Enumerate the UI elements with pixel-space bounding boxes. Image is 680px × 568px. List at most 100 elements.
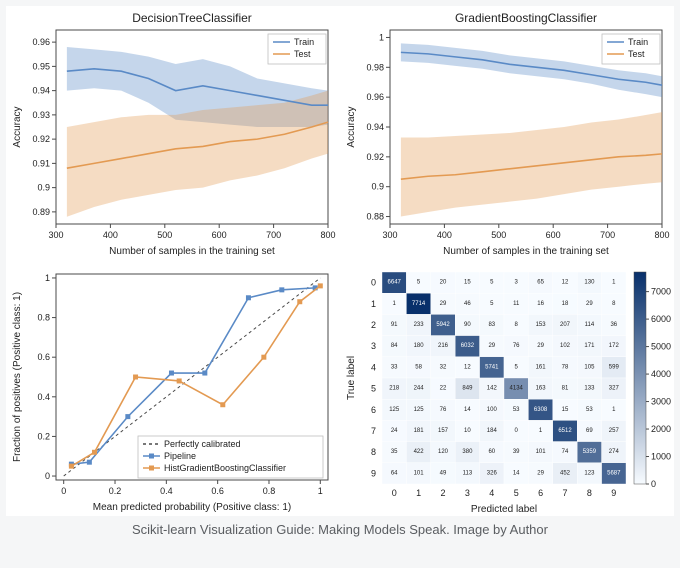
svg-text:120: 120 [438,449,449,455]
svg-text:123: 123 [584,470,595,476]
svg-text:500: 500 [157,230,172,240]
svg-text:4: 4 [489,488,494,498]
svg-text:300: 300 [382,230,397,240]
svg-text:600: 600 [546,230,561,240]
svg-text:181: 181 [414,428,425,434]
svg-text:Accuracy: Accuracy [346,106,357,147]
svg-text:1: 1 [379,32,384,42]
svg-text:DecisionTreeClassifier: DecisionTreeClassifier [132,11,252,25]
svg-text:0.96: 0.96 [366,92,384,102]
svg-text:35: 35 [391,449,398,455]
svg-text:74: 74 [562,449,569,455]
svg-text:0.93: 0.93 [32,110,50,120]
svg-text:0.2: 0.2 [37,431,50,441]
panel-gradient-boosting: 3004005006007008000.880.90.920.940.960.9… [342,8,672,260]
svg-text:Mean predicted probability (Po: Mean predicted probability (Positive cla… [93,502,291,513]
svg-text:216: 216 [438,343,449,349]
svg-text:Train: Train [628,37,648,47]
svg-text:Fraction of positives (Positiv: Fraction of positives (Positive class: 1… [12,292,23,462]
svg-text:29: 29 [537,343,544,349]
svg-text:207: 207 [560,322,571,328]
svg-text:800: 800 [654,230,669,240]
svg-text:0.92: 0.92 [366,152,384,162]
svg-text:6647: 6647 [388,280,402,286]
svg-text:9: 9 [371,468,376,478]
panel-calibration: 00.20.40.60.8100.20.40.60.81Mean predict… [8,264,338,516]
svg-text:Perfectly calibrated: Perfectly calibrated [164,439,241,449]
svg-text:0.6: 0.6 [211,486,224,496]
svg-text:20: 20 [440,280,447,286]
svg-text:64: 64 [391,470,398,476]
svg-text:125: 125 [389,407,400,413]
svg-text:90: 90 [464,322,471,328]
svg-text:29: 29 [586,301,593,307]
svg-text:0.6: 0.6 [37,352,50,362]
svg-text:10: 10 [464,428,471,434]
svg-text:0.95: 0.95 [32,61,50,71]
svg-text:78: 78 [562,364,569,370]
svg-text:114: 114 [585,322,595,328]
svg-text:180: 180 [414,343,425,349]
svg-text:6: 6 [371,405,376,415]
svg-text:12: 12 [562,280,569,286]
svg-text:0.94: 0.94 [32,86,50,96]
svg-text:Number of samples in the train: Number of samples in the training set [443,246,609,257]
svg-text:1000: 1000 [651,452,671,462]
svg-text:HistGradientBoostingClassifier: HistGradientBoostingClassifier [164,463,286,473]
svg-text:157: 157 [438,428,449,434]
svg-text:0.8: 0.8 [37,313,50,323]
svg-text:274: 274 [609,449,620,455]
svg-text:105: 105 [584,364,595,370]
svg-text:12: 12 [464,364,471,370]
svg-text:6308: 6308 [534,407,548,413]
svg-text:8: 8 [371,447,376,457]
svg-text:0: 0 [651,479,656,489]
svg-text:65: 65 [537,280,544,286]
svg-text:24: 24 [391,428,398,434]
svg-text:0.4: 0.4 [160,486,173,496]
svg-text:5: 5 [514,488,519,498]
svg-text:22: 22 [440,386,447,392]
svg-text:32: 32 [440,364,447,370]
svg-text:7000: 7000 [651,287,671,297]
svg-text:84: 84 [391,343,398,349]
svg-text:100: 100 [487,407,498,413]
svg-text:133: 133 [584,386,595,392]
svg-text:0: 0 [61,486,66,496]
svg-text:300: 300 [48,230,63,240]
svg-text:700: 700 [266,230,281,240]
svg-text:14: 14 [464,407,471,413]
svg-text:4134: 4134 [510,386,524,392]
svg-text:257: 257 [609,428,620,434]
svg-text:29: 29 [537,470,544,476]
svg-text:101: 101 [536,449,547,455]
svg-text:800: 800 [320,230,335,240]
svg-text:1: 1 [318,486,323,496]
svg-text:3000: 3000 [651,397,671,407]
svg-text:3: 3 [465,488,470,498]
svg-text:Accuracy: Accuracy [12,106,23,147]
svg-text:Predicted label: Predicted label [471,504,537,515]
svg-text:6000: 6000 [651,314,671,324]
svg-text:1: 1 [371,299,376,309]
svg-text:0: 0 [45,471,50,481]
svg-text:600: 600 [212,230,227,240]
svg-text:60: 60 [488,449,495,455]
panel-decision-tree: 3004005006007008000.890.90.910.920.930.9… [8,8,338,260]
figure-grid: 3004005006007008000.890.90.910.920.930.9… [6,6,674,516]
svg-text:7714: 7714 [412,301,426,307]
svg-text:452: 452 [560,470,571,476]
svg-text:327: 327 [609,386,620,392]
svg-text:16: 16 [537,301,544,307]
svg-text:6032: 6032 [461,343,475,349]
svg-text:0.94: 0.94 [366,122,384,132]
svg-text:5000: 5000 [651,342,671,352]
figure-caption: Scikit-learn Visualization Guide: Making… [0,522,680,537]
svg-text:113: 113 [463,470,473,476]
svg-text:15: 15 [464,280,471,286]
svg-text:46: 46 [464,301,471,307]
svg-text:0.88: 0.88 [366,212,384,222]
svg-text:161: 161 [536,364,547,370]
svg-text:58: 58 [415,364,422,370]
svg-text:326: 326 [487,470,498,476]
